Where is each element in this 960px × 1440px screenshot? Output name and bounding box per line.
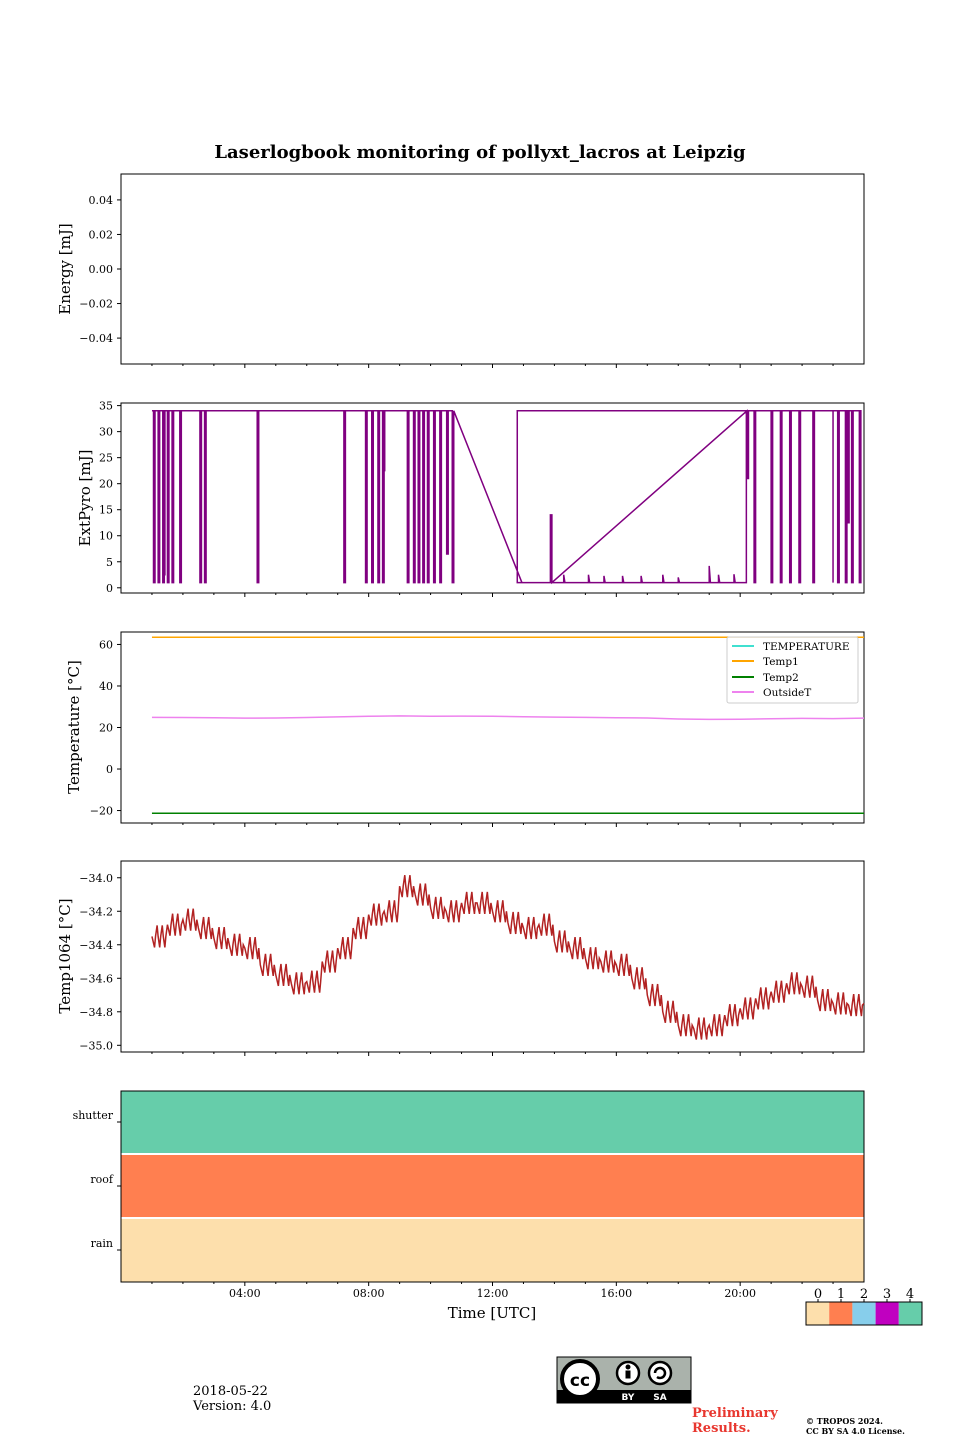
cc-sa-label: SA <box>653 1393 666 1403</box>
pyro-ylabel: ExtPyro [mJ] <box>76 450 94 547</box>
temp1064-panel: Temp1064 [°C] −34.0−34.2−34.4−34.6−34.8−… <box>56 860 865 1056</box>
flags-ytick-label: shutter <box>73 1109 114 1122</box>
t1064-ytick-label: −34.8 <box>79 1006 113 1019</box>
temperature-panel: Temperature [°C] 60 40 20 0 −20 TEMPERATURE … <box>65 631 865 827</box>
roof-flag-band <box>121 1155 864 1217</box>
preliminary-notice: Preliminary Results. <box>692 1406 778 1436</box>
colorbar-swatch-3 <box>875 1302 899 1325</box>
cc-license-badge: cc BY SA <box>556 1356 692 1404</box>
legend-label-temp1: Temp1 <box>763 656 799 668</box>
flags-ytick-label: rain <box>91 1237 113 1250</box>
cc-by-label: BY <box>622 1393 635 1403</box>
temp1064-x-ticks <box>151 1052 834 1056</box>
temp1064-series-line <box>151 875 865 1040</box>
colorbar-swatch-2 <box>852 1302 876 1325</box>
legend-label-temperature: TEMPERATURE <box>763 641 850 653</box>
temp1064-ylabel: Temp1064 [°C] <box>56 898 74 1013</box>
copyright-block: © TROPOS 2024. CC BY SA 4.0 License. <box>806 1416 905 1436</box>
legend-label-temp2: Temp2 <box>763 672 799 684</box>
legend-label-outsidet: OutsideT <box>763 687 811 699</box>
energy-ytick-label: −0.04 <box>79 332 113 345</box>
temperature-ytick-label: 0 <box>106 763 113 776</box>
flags-y-ticks: shutter roof rain <box>73 1109 121 1251</box>
temperature-x-ticks <box>151 823 834 827</box>
t1064-ytick-label: −34.2 <box>79 905 113 918</box>
colorbar-tick-label: 0 <box>814 1287 822 1302</box>
pyro-ytick-label: 30 <box>99 426 113 439</box>
pyro-ytick-label: 35 <box>99 400 113 413</box>
by-person-head <box>625 1364 631 1370</box>
pyro-ytick-label: 25 <box>99 452 113 465</box>
status-flags-panel: shutter roof rain 04:00 08:00 12:00 16:00 20:0… <box>73 1090 865 1322</box>
temperature-y-ticks: 60 40 20 0 −20 <box>90 638 121 818</box>
colorbar-swatch-1 <box>829 1302 853 1325</box>
energy-ylabel: Energy [mJ] <box>56 223 74 314</box>
t1064-ytick-label: −34.0 <box>79 872 113 885</box>
footer-date: 2018-05-22 <box>193 1384 268 1399</box>
flags-xtick-label: 08:00 <box>353 1287 385 1300</box>
pyro-panel: ExtPyro [mJ] 35 30 25 20 15 10 5 0 <box>76 400 865 597</box>
colorbar-swatch-4 <box>898 1302 922 1325</box>
energy-panel: Energy [mJ] 0.04 0.02 0.00 −0.02 −0.04 <box>56 173 865 368</box>
by-person-body <box>625 1370 631 1379</box>
license-text: CC BY SA 4.0 License. <box>806 1426 905 1436</box>
energy-ytick-label: 0.02 <box>89 228 114 241</box>
energy-y-ticks: 0.04 0.02 0.00 −0.02 −0.04 <box>79 194 121 345</box>
energy-axes-frame <box>120 173 865 365</box>
flags-xtick-label: 16:00 <box>600 1287 632 1300</box>
flags-xtick-label: 20:00 <box>724 1287 756 1300</box>
temp1064-y-ticks: −34.0 −34.2 −34.4 −34.6 −34.8 −35.0 <box>79 872 121 1052</box>
flags-xtick-label: 12:00 <box>477 1287 509 1300</box>
copyright-text: © TROPOS 2024. <box>806 1416 883 1426</box>
flags-x-ticks: 04:00 08:00 12:00 16:00 20:00 <box>151 1282 834 1300</box>
shutter-flag-band <box>121 1091 864 1153</box>
flags-xtick-label: 04:00 <box>229 1287 261 1300</box>
colorbar-swatch-0 <box>806 1302 830 1325</box>
temperature-ytick-label: −20 <box>90 805 113 818</box>
legend-box <box>726 636 859 704</box>
cc-logo-text: cc <box>570 1371 590 1391</box>
temperature-ylabel: Temperature [°C] <box>65 660 83 794</box>
results-word: Results. <box>692 1421 751 1436</box>
cc-logo-icon <box>560 1359 600 1399</box>
x-axis-label: Time [UTC] <box>448 1304 537 1322</box>
flags-ytick-label: roof <box>90 1173 114 1186</box>
temperature-ytick-label: 40 <box>99 680 113 693</box>
pyro-x-ticks <box>151 593 834 597</box>
colorbar-tick-label: 4 <box>906 1287 914 1302</box>
footer-date-block: 2018-05-22 Version: 4.0 <box>193 1384 271 1414</box>
temp1064-axes-frame <box>120 860 865 1053</box>
energy-x-ticks <box>151 364 834 368</box>
rain-flag-band <box>121 1219 864 1282</box>
series-line-outsidet <box>151 715 865 721</box>
figure-title: Laserlogbook monitoring of pollyxt_lacro… <box>214 142 746 163</box>
pyro-series-line <box>151 409 862 585</box>
energy-ytick-label: 0.00 <box>89 263 114 276</box>
pyro-ytick-label: 10 <box>99 530 113 543</box>
pyro-axes-frame <box>120 402 865 594</box>
pyro-ytick-label: 15 <box>99 504 113 517</box>
pyro-ytick-label: 5 <box>106 556 113 569</box>
colorbar-tick-label: 2 <box>860 1287 868 1302</box>
sa-share-icon <box>647 1360 673 1386</box>
energy-ytick-label: 0.04 <box>89 194 114 207</box>
pyro-ytick-label: 20 <box>99 478 113 491</box>
energy-ytick-label: −0.02 <box>79 298 113 311</box>
t1064-ytick-label: −34.6 <box>79 972 113 985</box>
t1064-ytick-label: −35.0 <box>79 1039 113 1052</box>
pyro-ytick-label: 0 <box>106 582 113 595</box>
t1064-ytick-label: −34.4 <box>79 939 113 952</box>
temperature-ytick-label: 20 <box>99 722 113 735</box>
colorbar-tick-label: 1 <box>837 1287 845 1302</box>
temperature-ytick-label: 60 <box>99 638 113 651</box>
preliminary-word: Preliminary <box>692 1406 778 1421</box>
sa-share-arrow <box>653 1366 667 1380</box>
temperature-legend: TEMPERATURE Temp1 Temp2 OutsideT <box>726 636 859 704</box>
pyro-y-ticks: 35 30 25 20 15 10 5 0 <box>99 400 121 595</box>
colorbar-tick-label: 3 <box>883 1287 891 1302</box>
footer-version: Version: 4.0 <box>193 1399 272 1414</box>
